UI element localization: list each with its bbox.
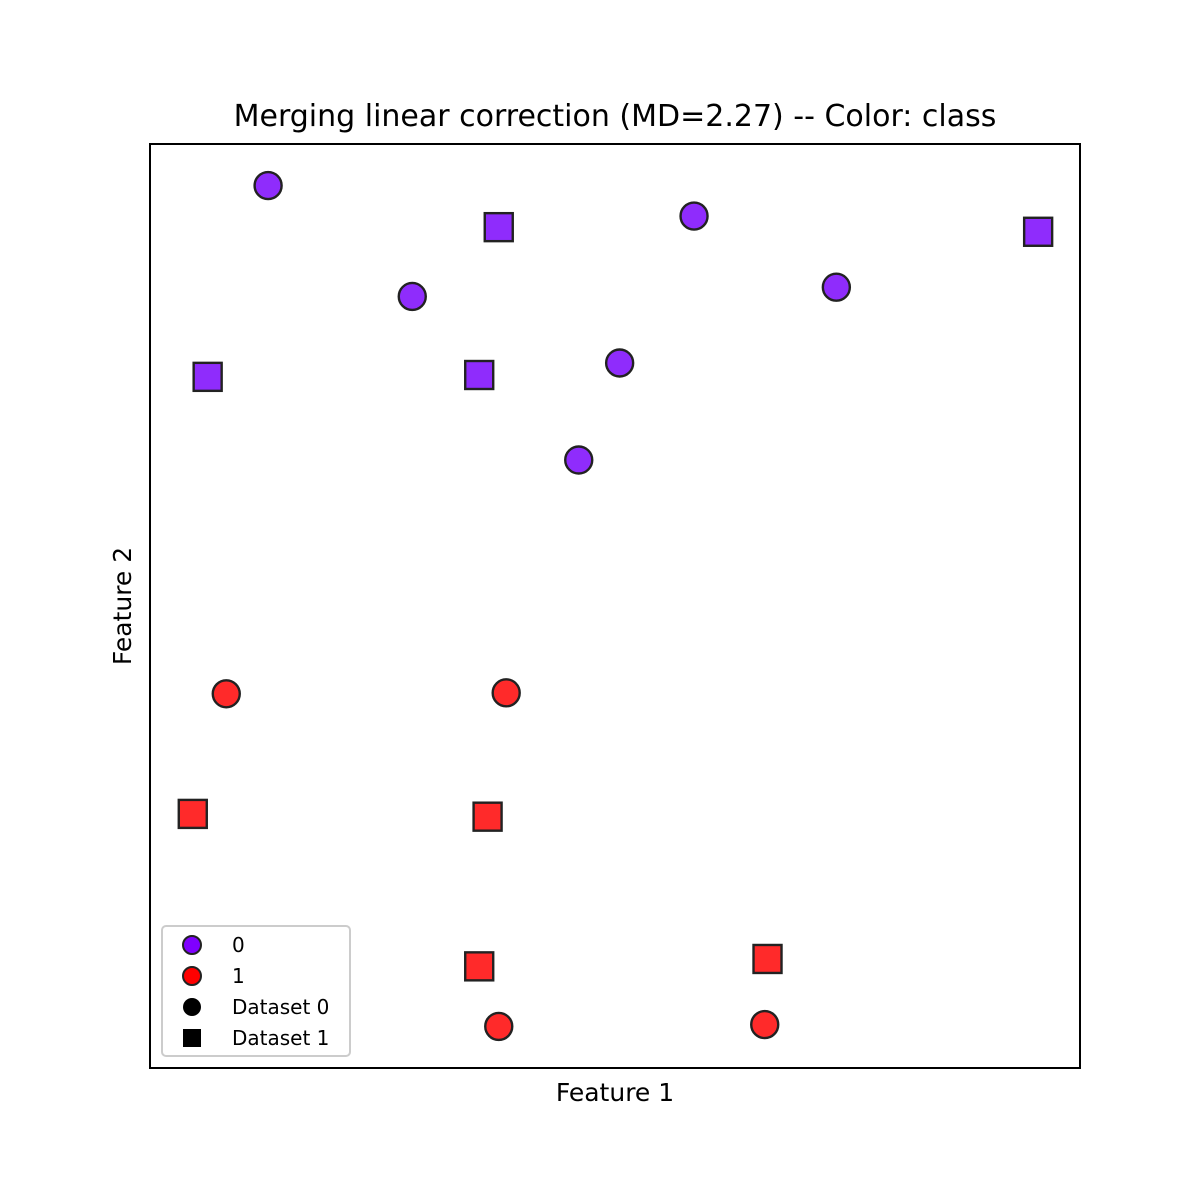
legend-label-0: 0 xyxy=(232,933,245,957)
legend-marker-3 xyxy=(183,1029,201,1047)
data-point-dataset1-0 xyxy=(483,211,514,243)
data-point-dataset1-1 xyxy=(1022,216,1054,247)
data-point-dataset0-6 xyxy=(211,679,241,709)
plot-area xyxy=(149,143,1081,1069)
data-point-dataset1-4 xyxy=(177,798,208,830)
legend-label-3: Dataset 1 xyxy=(232,1026,329,1050)
data-point-dataset0-5 xyxy=(564,445,594,475)
data-point-dataset0-8 xyxy=(484,1011,514,1042)
data-point-dataset0-2 xyxy=(679,201,709,231)
y-axis-label: Feature 2 xyxy=(108,547,137,665)
data-points xyxy=(177,170,1054,1042)
data-point-dataset0-9 xyxy=(750,1009,780,1040)
x-axis-label: Feature 1 xyxy=(556,1078,674,1107)
legend-label-2: Dataset 0 xyxy=(232,995,329,1019)
data-point-dataset0-7 xyxy=(491,678,521,708)
data-point-dataset1-7 xyxy=(752,943,783,975)
data-point-dataset1-6 xyxy=(464,951,495,982)
data-point-dataset1-5 xyxy=(472,801,503,832)
legend-marker-2 xyxy=(183,998,201,1016)
data-point-dataset0-4 xyxy=(604,348,635,378)
data-point-dataset1-2 xyxy=(192,361,223,393)
legend-label-1: 1 xyxy=(232,964,245,988)
chart-title: Merging linear correction (MD=2.27) -- C… xyxy=(234,99,997,134)
legend-marker-1 xyxy=(182,966,202,986)
data-point-dataset0-0 xyxy=(253,170,283,201)
data-point-dataset0-3 xyxy=(821,272,852,302)
legend-marker-0 xyxy=(182,935,202,955)
data-point-dataset1-3 xyxy=(464,359,495,391)
data-point-dataset0-1 xyxy=(397,281,427,312)
legend-box xyxy=(161,925,351,1057)
legend: 0 1 Dataset 0 Dataset 1 xyxy=(161,925,351,1057)
